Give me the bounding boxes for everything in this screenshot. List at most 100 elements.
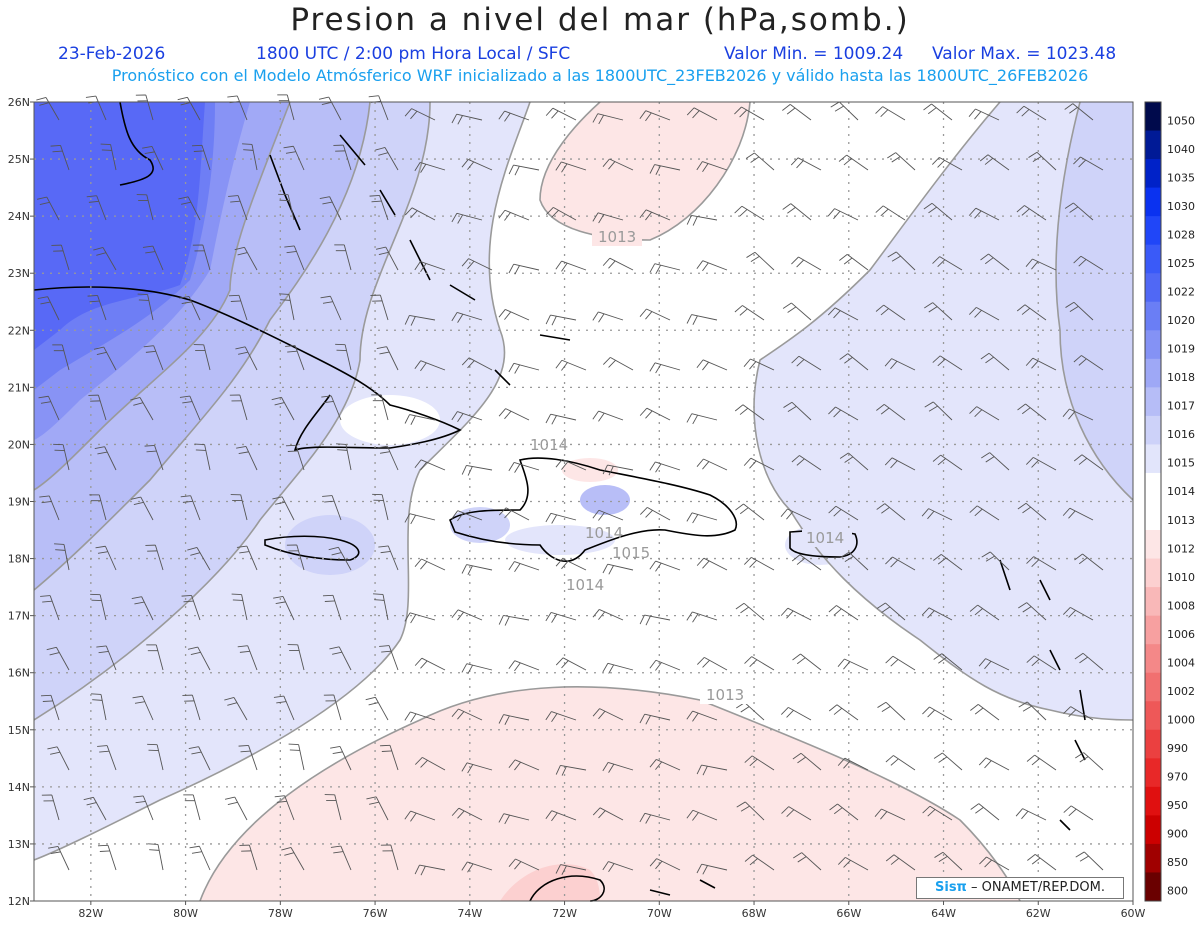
wind-barb — [36, 97, 60, 121]
wind-barb — [923, 202, 953, 221]
colorbar-label: 1004 — [1167, 656, 1195, 669]
wind-barb — [649, 164, 681, 175]
wind-barb — [592, 212, 624, 224]
wind-barb — [131, 596, 154, 621]
wind-barb — [1073, 355, 1104, 371]
wind-barb — [592, 609, 624, 621]
wind-barb — [284, 245, 305, 271]
wind-barb — [461, 258, 493, 271]
wind-barb — [328, 546, 352, 571]
wind-barb — [1073, 156, 1104, 171]
wind-barb — [968, 207, 1000, 221]
wind-barb — [319, 196, 342, 221]
wind-barb — [130, 397, 154, 421]
lon-label: 72W — [552, 907, 577, 920]
colorbar-label: 1006 — [1167, 628, 1195, 641]
lat-lon-grid — [34, 102, 1133, 901]
wind-barb — [933, 752, 963, 771]
colorbar-swatch — [1145, 501, 1161, 531]
wind-barb — [545, 512, 577, 524]
wind-barb — [921, 607, 953, 621]
wind-barb — [981, 452, 1010, 471]
wind-barb — [696, 359, 728, 371]
colorbar-swatch — [1145, 244, 1161, 274]
wind-barb — [508, 759, 540, 771]
lat-label: 18N — [8, 553, 30, 566]
wind-barb — [187, 547, 211, 571]
wind-barb — [285, 345, 305, 371]
wind-barb — [379, 744, 399, 771]
wind-barb — [924, 302, 953, 321]
wind-barb — [508, 164, 540, 176]
wind-barb — [508, 561, 540, 573]
wind-barb — [885, 854, 916, 871]
wind-barb — [271, 396, 295, 421]
wind-barb — [179, 395, 201, 421]
coast-florida — [119, 101, 154, 186]
wind-barb — [37, 296, 60, 321]
lon-label: 60W — [1121, 907, 1146, 920]
wind-barb — [782, 103, 812, 121]
wind-barb — [921, 508, 953, 521]
wind-barb — [378, 545, 399, 571]
lon-label: 68W — [742, 907, 767, 920]
wind-barb — [188, 746, 211, 771]
wind-barb — [686, 611, 718, 623]
wind-barb — [461, 564, 493, 575]
lon-label: 62W — [1026, 907, 1051, 920]
wind-barb — [1075, 851, 1104, 871]
wind-barb — [508, 362, 540, 374]
wind-barb — [934, 851, 963, 871]
wind-barb — [133, 795, 154, 821]
forecast-date: 23-Feb-2026 — [58, 44, 166, 64]
wind-barb — [451, 212, 483, 224]
wind-barb — [922, 706, 953, 721]
wind-barb — [639, 308, 671, 321]
colorbar-label: 1050 — [1167, 114, 1195, 127]
wind-barb — [87, 294, 107, 321]
model-info: Pronóstico con el Modelo Atmósferico WRF… — [111, 66, 1089, 85]
wind-barb — [137, 293, 154, 321]
wind-barb — [404, 711, 436, 723]
colorbar-swatch — [1145, 758, 1161, 788]
colorbar-label: 1013 — [1167, 514, 1195, 527]
wind-barb — [592, 708, 624, 721]
colorbar-label: 1002 — [1167, 685, 1195, 698]
wind-barb — [132, 695, 154, 721]
wind-barb — [968, 307, 1000, 321]
wind-barb — [602, 563, 634, 575]
colorbar-swatch — [1145, 130, 1161, 160]
wind-barb — [181, 594, 201, 621]
wind-barb — [743, 457, 775, 471]
wind-barb — [736, 801, 765, 821]
wind-barb — [649, 858, 681, 871]
wind-barb — [744, 656, 775, 671]
colorbar-label: 970 — [1167, 771, 1188, 784]
wind-barb — [461, 762, 493, 774]
wind-barb — [1062, 408, 1094, 421]
wind-barb — [237, 645, 258, 671]
wind-barb — [93, 247, 117, 271]
wind-barb — [498, 813, 530, 825]
wind-barb — [90, 593, 107, 621]
wind-barb — [1018, 701, 1047, 721]
wind-barb — [274, 795, 295, 821]
wind-barb — [922, 805, 953, 821]
wind-barb — [602, 662, 634, 674]
wind-barb — [649, 659, 681, 671]
colorbar-swatch — [1145, 530, 1161, 560]
lat-label: 16N — [8, 667, 30, 680]
wind-barb — [177, 96, 201, 121]
lat-label: 19N — [8, 496, 30, 509]
wind-barb — [1062, 607, 1094, 621]
colorbar-swatch — [1145, 786, 1161, 816]
wind-barb — [324, 794, 342, 821]
wind-barb — [191, 144, 211, 171]
wind-barb — [745, 152, 775, 171]
wind-barb — [322, 594, 342, 621]
wind-barb — [322, 495, 342, 521]
wind-barb — [330, 845, 352, 871]
wind-barb — [377, 445, 399, 471]
contour-label: 1014 — [530, 436, 568, 454]
wind-barb — [783, 401, 812, 421]
